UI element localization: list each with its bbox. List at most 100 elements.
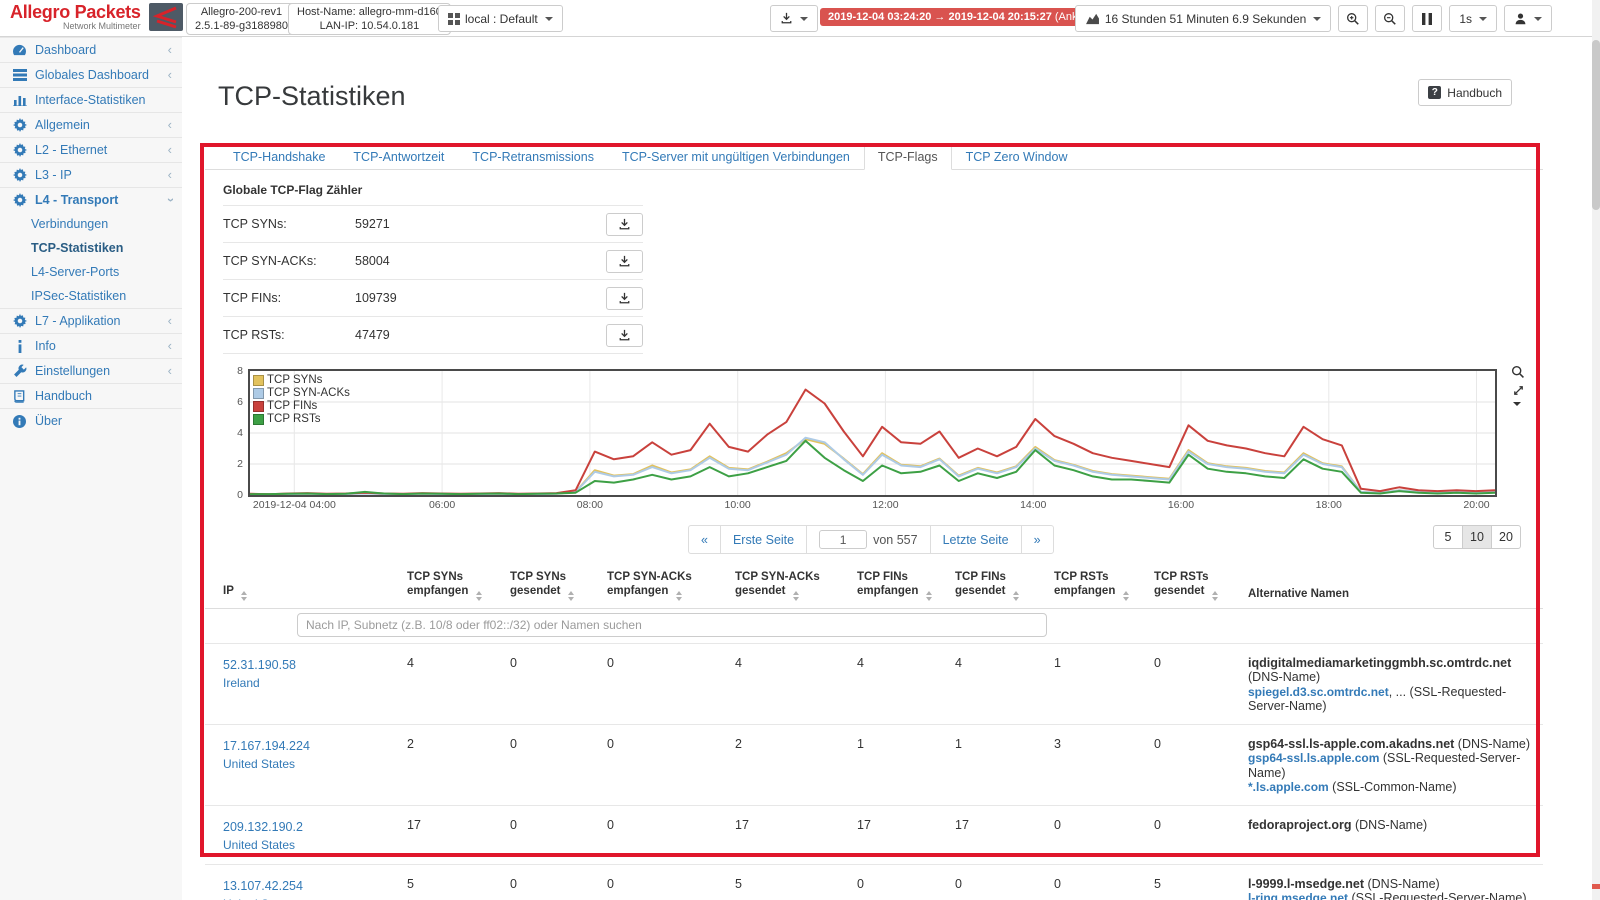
tab-tcp-antwortzeit[interactable]: TCP-Antwortzeit xyxy=(353,150,445,164)
sidebar-item-l4-server-ports[interactable]: L4-Server-Ports xyxy=(0,260,182,284)
sort-icon[interactable] xyxy=(1211,591,1218,601)
sidebar-item-einstellungen[interactable]: Einstellungen ‹ xyxy=(0,358,182,383)
column-header-ip[interactable]: IP xyxy=(205,556,407,609)
column-header-tcp-syn-acks[interactable]: TCP SYN-ACKs gesendet xyxy=(735,556,857,609)
page-size-20[interactable]: 20 xyxy=(1491,525,1521,549)
pager-first-button[interactable]: Erste Seite xyxy=(719,525,808,554)
chevron-down-icon xyxy=(1534,16,1542,21)
ip-link[interactable]: 17.167.194.224 xyxy=(223,738,310,753)
sidebar-item-l7-applikation[interactable]: L7 - Applikation ‹ xyxy=(0,308,182,333)
country-link[interactable]: United States xyxy=(223,897,295,900)
user-menu-button[interactable] xyxy=(1504,5,1552,32)
chart-plot-area[interactable]: TCP SYNs TCP SYN-ACKs TCP FINs TCP RSTs xyxy=(248,369,1497,497)
sidebar-item-über[interactable]: Über xyxy=(0,408,182,433)
column-header-tcp-fins[interactable]: TCP FINs empfangen xyxy=(857,556,955,609)
pager-last-button[interactable]: Letzte Seite xyxy=(929,525,1022,554)
sort-icon[interactable] xyxy=(240,591,247,601)
column-header-tcp-syns[interactable]: TCP SYNs gesendet xyxy=(510,556,607,609)
country-link[interactable]: Ireland xyxy=(223,675,260,690)
sort-icon[interactable] xyxy=(1012,591,1019,601)
country-link[interactable]: United States xyxy=(223,837,296,852)
column-header-tcp-fins[interactable]: TCP FINs gesendet xyxy=(955,556,1054,609)
sort-icon[interactable] xyxy=(475,591,482,601)
header-download-button[interactable] xyxy=(770,5,818,32)
column-header-tcp-syn-acks[interactable]: TCP SYN-ACKs empfangen xyxy=(607,556,735,609)
download-button[interactable] xyxy=(606,286,643,310)
pager-page-group: von 557 xyxy=(806,525,931,554)
tab-tcp-retransmissions[interactable]: TCP-Retransmissions xyxy=(472,150,594,164)
value-cell: 17 xyxy=(735,805,857,865)
sidebar-item-info[interactable]: Info ‹ xyxy=(0,333,182,358)
scrollbar-thumb[interactable] xyxy=(1592,40,1600,210)
sort-icon[interactable] xyxy=(792,591,799,601)
alternative-name-line: *.ls.apple.com (SSL-Common-Name) xyxy=(1248,780,1457,794)
sidebar-item-allgemein[interactable]: Allgemein ‹ xyxy=(0,112,182,137)
column-header-tcp-rsts[interactable]: TCP RSTs empfangen xyxy=(1054,556,1154,609)
sidebar-item-l4-transport[interactable]: L4 - Transport ‹ xyxy=(0,187,182,212)
column-header-tcp-rsts[interactable]: TCP RSTs gesendet xyxy=(1154,556,1248,609)
chart-legend: TCP SYNs TCP SYN-ACKs TCP FINs TCP RSTs xyxy=(253,374,350,426)
sidebar-item-tcp-statistiken[interactable]: TCP-Statistiken xyxy=(0,236,182,260)
tab-tcp-server-mit-ung-ltigen-verbindungen[interactable]: TCP-Server mit ungültigen Verbindungen xyxy=(621,150,850,164)
y-tick-label: 4 xyxy=(237,427,243,439)
page-size-5[interactable]: 5 xyxy=(1433,525,1463,549)
ssl-name-link[interactable]: spiegel.d3.sc.omtrdc.net xyxy=(1248,684,1389,699)
chevron-down-icon: ‹ xyxy=(161,197,177,203)
sort-icon[interactable] xyxy=(925,591,932,601)
page-size-10[interactable]: 10 xyxy=(1462,525,1492,549)
legend-label: TCP SYNs xyxy=(267,374,323,386)
ssl-name-link[interactable]: *.ls.apple.com xyxy=(1248,780,1329,794)
chevron-left-icon: ‹ xyxy=(167,167,172,182)
sidebar-item-label: Verbindungen xyxy=(31,217,109,231)
sidebar-item-verbindungen[interactable]: Verbindungen xyxy=(0,212,182,236)
sort-icon[interactable] xyxy=(567,591,574,601)
manual-button[interactable]: ? Handbuch xyxy=(1418,79,1512,106)
sidebar-item-interface-statistiken[interactable]: Interface-Statistiken xyxy=(0,87,182,112)
download-button[interactable] xyxy=(606,212,643,236)
download-button[interactable] xyxy=(606,249,643,273)
interval-dropdown-button[interactable]: 1s xyxy=(1449,5,1497,32)
ssl-name-link[interactable]: gsp64-ssl.ls.apple.com xyxy=(1248,751,1380,765)
zoom-in-button[interactable] xyxy=(1338,5,1369,32)
pager-prev-button[interactable]: « xyxy=(688,525,721,554)
series-tcp-syn-acks xyxy=(250,436,1495,495)
sidebar-item-globales-dashboard[interactable]: Globales Dashboard ‹ xyxy=(0,62,182,87)
pager-next-button[interactable]: » xyxy=(1020,525,1054,554)
duration-dropdown-button[interactable]: 16 Stunden 51 Minuten 6.9 Sekunden xyxy=(1074,5,1332,32)
legend-swatch xyxy=(253,388,264,399)
tab-tcp-handshake[interactable]: TCP-Handshake xyxy=(233,150,326,164)
tab-tcp-zero-window[interactable]: TCP Zero Window xyxy=(965,150,1068,164)
search-input[interactable] xyxy=(297,612,1047,637)
sort-icon[interactable] xyxy=(675,591,682,601)
country-link[interactable]: United States xyxy=(223,756,296,771)
ssl-name-link[interactable]: l-ring.msedge.net xyxy=(1248,891,1349,900)
tab-tcp-flags[interactable]: TCP-Flags xyxy=(863,143,952,170)
pause-button[interactable] xyxy=(1412,5,1443,32)
sidebar-item-l3-ip[interactable]: L3 - IP ‹ xyxy=(0,162,182,187)
zoom-out-button[interactable] xyxy=(1375,5,1406,32)
ip-link[interactable]: 209.132.190.2 xyxy=(223,819,303,834)
chart-y-axis: 8 6 4 2 0 xyxy=(223,365,248,501)
scrollbar[interactable] xyxy=(1592,0,1600,900)
chart-x-axis: 2019-12-04 04:00 06:00 08:00 10:00 12:00 14:0… xyxy=(248,499,1497,513)
sidebar-item-ipsec-statistiken[interactable]: IPSec-Statistiken xyxy=(0,284,182,308)
chart-search-icon[interactable] xyxy=(1511,365,1525,379)
flag-counter-row: TCP SYN-ACKs: 58004 xyxy=(223,243,643,280)
sort-icon[interactable] xyxy=(1122,591,1129,601)
chart-resize-icon[interactable] xyxy=(1511,384,1525,397)
download-button[interactable] xyxy=(606,323,643,347)
page-input[interactable] xyxy=(819,530,868,549)
column-header-tcp-syns[interactable]: TCP SYNs empfangen xyxy=(407,556,510,609)
flag-counter-value: 59271 xyxy=(355,217,390,231)
sidebar-item-dashboard[interactable]: Dashboard ‹ xyxy=(0,37,182,62)
sidebar-item-label: L4 - Transport xyxy=(35,193,119,207)
ip-link[interactable]: 13.107.42.254 xyxy=(223,878,303,893)
sidebar-item-l2-ethernet[interactable]: L2 - Ethernet ‹ xyxy=(0,137,182,162)
legend-label: TCP SYN-ACKs xyxy=(267,387,350,399)
ip-link[interactable]: 52.31.190.58 xyxy=(223,657,296,672)
sidebar-item-handbuch[interactable]: Handbuch xyxy=(0,383,182,408)
main-area: TCP-Statistiken ? Handbuch TCP-Handshake… xyxy=(182,37,1600,900)
group-select-button[interactable]: local : Default xyxy=(438,5,563,32)
chart-collapse-icon[interactable] xyxy=(1513,402,1521,406)
value-cell: 0 xyxy=(1154,724,1248,806)
